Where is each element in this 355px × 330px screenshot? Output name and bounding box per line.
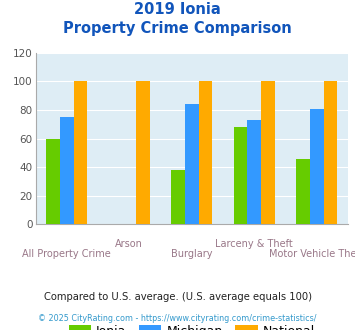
Text: All Property Crime: All Property Crime [22, 249, 111, 259]
Bar [198, 82, 212, 224]
Legend: Ionia, Michigan, National: Ionia, Michigan, National [64, 320, 320, 330]
Text: 2019 Ionia: 2019 Ionia [134, 2, 221, 16]
Bar [261, 82, 275, 224]
Bar [60, 117, 73, 224]
Bar [136, 82, 150, 224]
Bar [323, 82, 337, 224]
Bar [185, 104, 198, 224]
Bar [310, 109, 323, 224]
Bar [296, 159, 310, 224]
Bar [171, 170, 185, 224]
Bar [73, 82, 87, 224]
Text: Property Crime Comparison: Property Crime Comparison [63, 21, 292, 36]
Bar [234, 127, 247, 224]
Text: Compared to U.S. average. (U.S. average equals 100): Compared to U.S. average. (U.S. average … [44, 292, 311, 302]
Text: Motor Vehicle Theft: Motor Vehicle Theft [269, 249, 355, 259]
Text: Larceny & Theft: Larceny & Theft [215, 239, 293, 249]
Text: © 2025 CityRating.com - https://www.cityrating.com/crime-statistics/: © 2025 CityRating.com - https://www.city… [38, 314, 317, 323]
Bar [46, 139, 60, 224]
Text: Burglary: Burglary [171, 249, 212, 259]
Text: Arson: Arson [115, 239, 143, 249]
Bar [247, 120, 261, 224]
